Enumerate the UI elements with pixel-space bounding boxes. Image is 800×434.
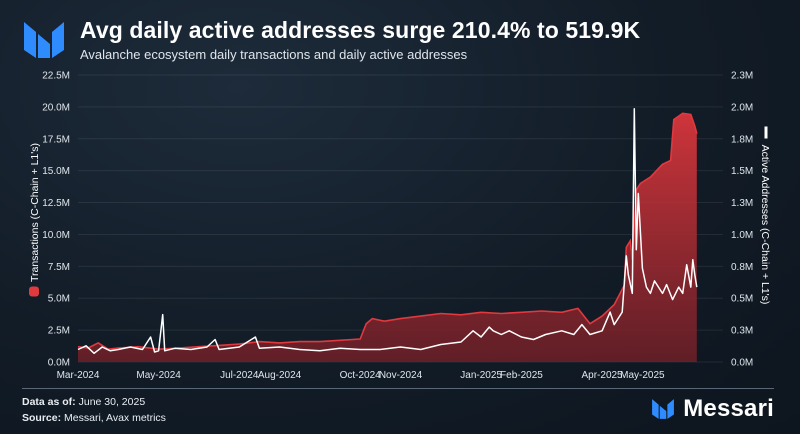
x-tick-label: May-2024 (136, 370, 181, 381)
y-right-axis-label: Active Addresses (C-Chain + L1's) (759, 145, 771, 305)
y-left-tick-label: 12.5M (42, 198, 70, 209)
messari-brand[interactable]: Messari (649, 394, 774, 424)
y-right-tick-label: 0.5M (731, 294, 753, 305)
transactions-line (77, 112, 698, 351)
chart-title: Avg daily active addresses surge 210.4% … (80, 17, 641, 43)
y-left-tick-label: 5.0M (48, 294, 70, 305)
y-left-tick-label: 7.5M (48, 262, 70, 273)
y-right-tick-label: 1.3M (731, 198, 753, 209)
data-as-of: Data as of: June 30, 2025 (22, 396, 145, 408)
transactions-area (78, 113, 697, 362)
transactions-legend-marker (29, 286, 39, 297)
y-right-tick-label: 1.8M (731, 134, 753, 145)
y-left-tick-label: 0.0M (48, 358, 70, 369)
x-tick-label: Jul-2024 (220, 370, 259, 381)
y-left-tick-label: 20.0M (42, 102, 70, 113)
footer-divider (22, 388, 774, 389)
active-addresses-line (77, 107, 698, 355)
y-right-tick-label: 1.0M (731, 230, 753, 241)
y-left-axis-title: Transactions (C-Chain + L1's) (29, 143, 41, 297)
y-right-axis-title: Active Addresses (C-Chain + L1's) (759, 126, 771, 305)
y-right-tick-label: 2.3M (731, 71, 753, 82)
y-right-tick-label: 0.3M (731, 326, 753, 337)
y-right-tick-label: 0.8M (731, 262, 753, 273)
y-left-tick-label: 15.0M (42, 166, 70, 177)
y-right-tick-label: 1.5M (731, 166, 753, 177)
y-left-tick-label: 2.5M (48, 326, 70, 337)
data-as-of-value: June 30, 2025 (78, 396, 146, 408)
chart-subtitle: Avalanche ecosystem daily transactions a… (80, 47, 468, 62)
y-left-tick-label: 22.5M (42, 71, 70, 82)
source-value: Messari, Avax metrics (64, 412, 166, 424)
x-tick-label: May-2025 (620, 370, 665, 381)
messari-logo-icon (24, 22, 64, 58)
x-tick-label: Apr-2025 (581, 370, 623, 381)
data-as-of-label: Data as of: (22, 396, 76, 408)
x-tick-label: Mar-2024 (57, 370, 100, 381)
messari-wordmark: Messari (683, 395, 774, 422)
x-tick-label: Oct-2024 (340, 370, 382, 381)
y-left-tick-label: 10.0M (42, 230, 70, 241)
source-note: Source: Messari, Avax metrics (22, 412, 166, 424)
x-tick-label: Jan-2025 (460, 370, 502, 381)
chart-area: 0.0M 0.0M 2.5M 0.3M 5.0M 0.5M 7.5M 0.8M 10.0M 1.0… (29, 70, 771, 381)
y-right-tick-label: 2.0M (731, 102, 753, 113)
x-tick-label: Feb-2025 (500, 370, 543, 381)
y-right-tick-label: 0.0M (731, 358, 753, 369)
y-left-axis-label: Transactions (C-Chain + L1's) (29, 143, 41, 282)
x-tick-label: Nov-2024 (379, 370, 423, 381)
y-left-tick-label: 17.5M (42, 134, 70, 145)
addresses-legend-marker (764, 126, 768, 139)
x-tick-label: Aug-2024 (258, 370, 302, 381)
messari-brand-icon (652, 399, 675, 419)
source-label: Source: (22, 412, 62, 424)
